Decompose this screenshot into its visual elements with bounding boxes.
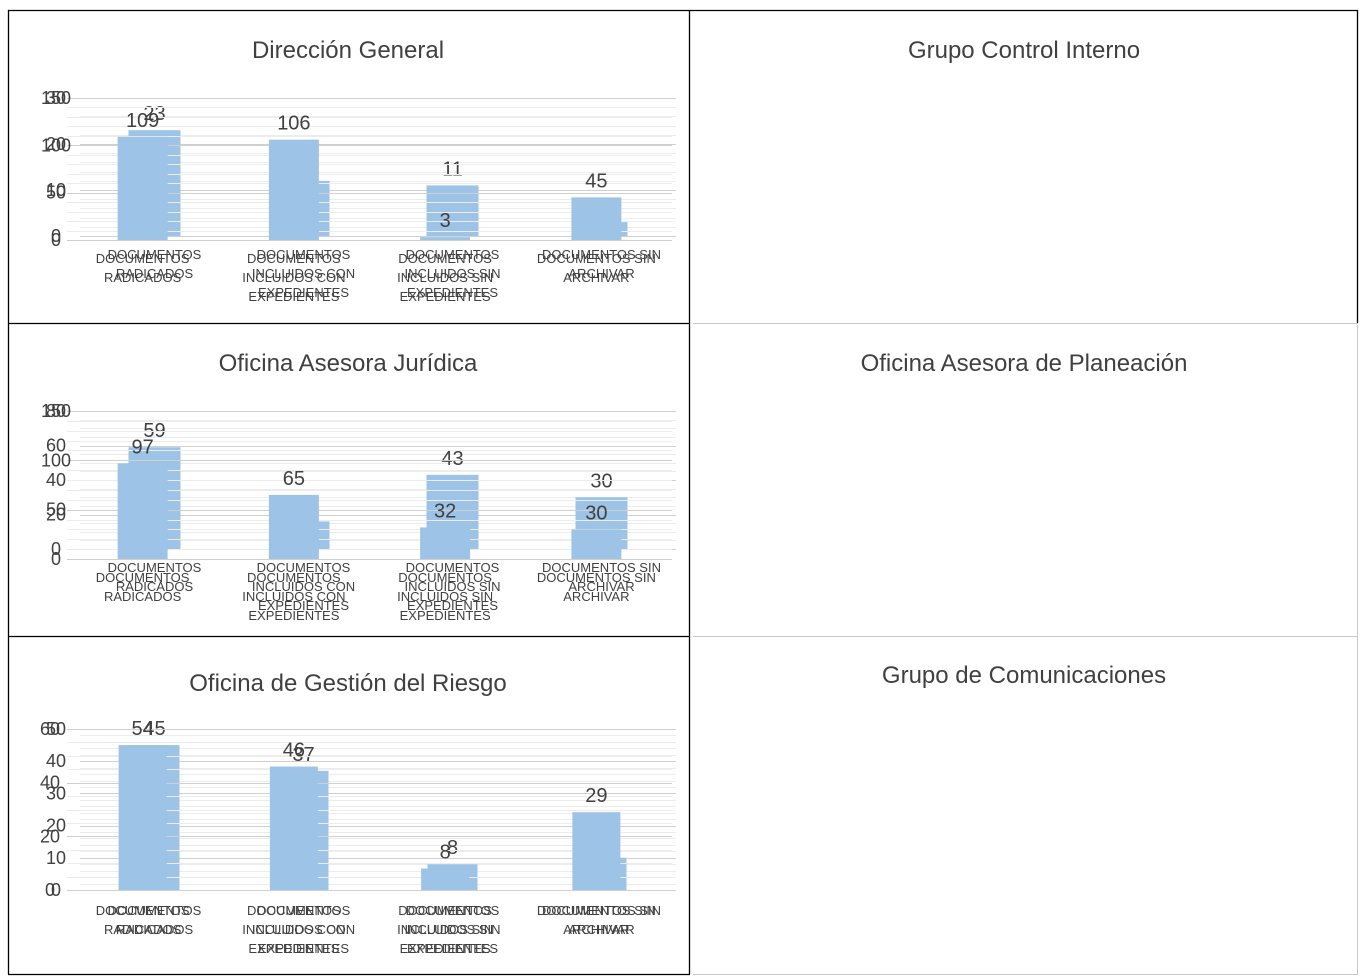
data-label: 32 bbox=[434, 500, 456, 522]
y-tick-label: 30 bbox=[46, 783, 66, 803]
data-label: 30 bbox=[590, 470, 612, 492]
bar bbox=[117, 463, 168, 559]
category-label: DOCUMENTOS SIN ARCHIVAR bbox=[542, 560, 661, 594]
y-tick-label: 30 bbox=[46, 88, 66, 108]
y-tick-label: 10 bbox=[46, 180, 66, 200]
y-tick-label: 10 bbox=[46, 848, 66, 868]
y-tick-label: 40 bbox=[46, 751, 66, 771]
category-label: DOCUMENTOS RADICADOS bbox=[108, 560, 202, 594]
data-label: 3 bbox=[440, 210, 451, 232]
y-tick-label: 0 bbox=[45, 880, 55, 900]
category-label: DOCUMENTOS INCLUIDOS SIN EXPEDIENTES bbox=[397, 903, 493, 956]
category-label: DOCUMENTOS SIN ARCHIVAR bbox=[537, 903, 656, 937]
category-label: DOCUMENTOS INCLUIDOS CON EXPEDIENTES bbox=[242, 251, 345, 304]
bar bbox=[421, 868, 470, 890]
category-label: DOCUMENTOS INCLUIDOS CON EXPEDIENTES bbox=[252, 247, 355, 300]
category-label: DOCUMENTOS SIN ARCHIVAR bbox=[542, 903, 661, 937]
category-label: DOCUMENTOS INCLUIDOS SIN EXPEDIENTES bbox=[404, 560, 500, 613]
category-label: DOCUMENTOS RADICADOS bbox=[108, 247, 202, 281]
bar bbox=[572, 812, 621, 890]
data-label: 23 bbox=[143, 103, 165, 125]
data-label: 54 bbox=[132, 718, 154, 740]
y-tick-label: 20 bbox=[40, 826, 60, 846]
y-tick-label: 40 bbox=[40, 773, 60, 793]
bar bbox=[420, 527, 471, 559]
chart-title: Grupo de Comunicaciones bbox=[882, 662, 1166, 689]
y-tick-label: 20 bbox=[46, 134, 66, 154]
data-label: 11 bbox=[442, 158, 463, 180]
data-label: 37 bbox=[292, 744, 314, 766]
y-tick-label: 150 bbox=[41, 88, 71, 108]
category-label: DOCUMENTOS INCLUIDOS SIN EXPEDIENTES bbox=[397, 251, 493, 304]
y-tick-label: 60 bbox=[40, 719, 60, 739]
category-label: DOCUMENTOS INCLUIDOS CON EXPEDIENTES bbox=[242, 570, 345, 623]
bar bbox=[118, 745, 167, 890]
chart-title: Dirección General bbox=[252, 37, 444, 64]
y-tick-label: 100 bbox=[41, 135, 71, 155]
category-label: DOCUMENTOS INCLUIDOS SIN EXPEDIENTES bbox=[404, 247, 500, 300]
y-tick-label: 40 bbox=[46, 470, 66, 490]
category-label: DOCUMENTOS RADICADOS bbox=[96, 251, 190, 285]
y-tick-label: 0 bbox=[51, 880, 61, 900]
chart-title: Oficina Asesora Jurídica bbox=[219, 350, 478, 377]
bar bbox=[268, 494, 319, 559]
y-tick-label: 20 bbox=[46, 505, 66, 525]
bar bbox=[117, 136, 168, 240]
bar bbox=[269, 766, 318, 890]
y-tick-label: 80 bbox=[46, 401, 66, 421]
bar bbox=[268, 139, 319, 240]
y-tick-label: 100 bbox=[41, 450, 71, 470]
chart-title: Oficina Asesora de Planeación bbox=[861, 350, 1188, 377]
chart-panel-grupo-comunicaciones: 0 20 40 60 Grupo de Comunicaciones 54 DOCUMENT… bbox=[40, 638, 1358, 972]
category-label: DOCUMENTOS INCLUIDOS SIN EXPEDIENTES bbox=[397, 570, 493, 623]
bar bbox=[571, 529, 622, 559]
category-label: DOCUMENTOS SIN ARCHIVAR bbox=[542, 247, 661, 281]
y-tick-label: 0 bbox=[51, 549, 61, 569]
chart-title: Oficina de Gestión del Riesgo bbox=[189, 670, 507, 697]
category-label: DOCUMENTOS INCLUIDOS SIN EXPEDIENTES bbox=[404, 903, 500, 956]
category-label: DOCUMENTOS INCLUIDOS CON EXPEDIENTES bbox=[252, 560, 355, 613]
category-label: DOCUMENTOS SIN ARCHIVAR bbox=[537, 251, 656, 285]
category-label: DOCUMENTOS RADICADOS bbox=[108, 903, 202, 937]
category-label: DOCUMENTOS INCLUIDOS CON EXPEDIENTES bbox=[242, 903, 345, 956]
y-tick-label: 20 bbox=[46, 816, 66, 836]
y-tick-label: 50 bbox=[46, 183, 66, 203]
bar bbox=[420, 237, 471, 240]
category-label: DOCUMENTOS SIN ARCHIVAR bbox=[537, 570, 656, 604]
category-label: DOCUMENTOS RADICADOS bbox=[96, 570, 190, 604]
y-tick-label: 150 bbox=[41, 401, 71, 421]
data-label: 8 bbox=[447, 837, 458, 859]
chart-oficina-asesora-de-planeacion: 0 50 100 150 Oficina Asesora de Planeación 97… bbox=[41, 350, 1188, 623]
y-tick-label: 0 bbox=[51, 539, 61, 559]
data-label: 106 bbox=[277, 113, 310, 135]
data-label: 29 bbox=[585, 785, 607, 807]
data-label: 8 bbox=[440, 842, 451, 864]
data-label: 65 bbox=[283, 468, 305, 490]
chart-grupo-de-comunicaciones: 0 20 40 60 Grupo de Comunicaciones 54 DOCUMENT… bbox=[40, 662, 1166, 956]
chart-panel-grupo-control-interno: 0 50 100 150 Grupo Control Interno 109 DOCUMEN… bbox=[41, 10, 1358, 322]
data-label: 45 bbox=[585, 170, 607, 192]
y-tick-label: 0 bbox=[51, 230, 61, 250]
bar bbox=[571, 197, 622, 240]
data-label: 97 bbox=[132, 436, 154, 458]
category-label: DOCUMENTOS RADICADOS bbox=[96, 903, 190, 937]
data-label: 30 bbox=[585, 502, 607, 524]
y-tick-label: 0 bbox=[51, 226, 61, 246]
data-label: 109 bbox=[126, 110, 159, 132]
bar bbox=[426, 185, 479, 236]
data-label: 43 bbox=[441, 448, 463, 470]
y-tick-label: 60 bbox=[46, 436, 66, 456]
chart-title: Grupo Control Interno bbox=[908, 37, 1140, 64]
y-tick-label: 50 bbox=[46, 500, 66, 520]
chart-panel-oficina-asesora-planeacion: 0 50 100 150 Oficina Asesora de Planeación 97… bbox=[41, 325, 1358, 635]
y-tick-label: 50 bbox=[46, 719, 66, 739]
category-label: DOCUMENTOS INCLUIDOS CON EXPEDIENTES bbox=[252, 903, 355, 956]
data-label: 46 bbox=[283, 740, 305, 762]
